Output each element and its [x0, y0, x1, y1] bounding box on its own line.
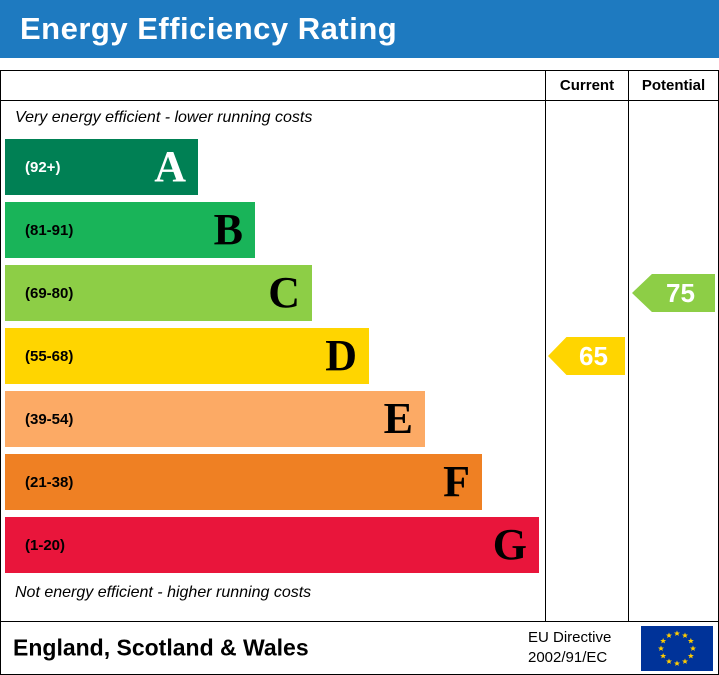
potential-column-header: Potential: [641, 77, 706, 94]
band-range-label: (92+): [25, 158, 61, 176]
eu-flag-icon: [641, 626, 713, 671]
current-rating-value: 65: [579, 340, 608, 371]
band-bar-d: (55-68) D: [5, 328, 369, 384]
band-range-label: (69-80): [25, 284, 74, 302]
band-bar-b: (81-91) B: [5, 202, 255, 258]
current-rating-pointer: 65: [548, 337, 625, 375]
band-range-label: (55-68): [25, 347, 74, 365]
chart-header-row: Current Potential: [1, 71, 718, 101]
eu-directive-label: EU Directive 2002/91/EC: [528, 628, 611, 669]
band-letter: B: [213, 205, 243, 254]
eu-directive-line1: EU Directive: [528, 628, 612, 646]
rating-bands: (92+) A (81-91) B (69-80) C (55-68) D (3…: [5, 139, 539, 580]
energy-rating-chart: Current Potential Very energy efficient …: [0, 70, 719, 675]
band-bar-g: (1-20) G: [5, 517, 539, 573]
band-range-label: (1-20): [25, 536, 66, 554]
band-bar-c: (69-80) C: [5, 265, 312, 321]
band-range-label: (81-91): [25, 221, 74, 239]
band-letter: A: [154, 142, 186, 191]
current-column-header: Current: [559, 77, 615, 94]
potential-rating-pointer: 75: [632, 274, 715, 312]
band-letter: D: [325, 331, 357, 380]
band-bar-a: (92+) A: [5, 139, 198, 195]
potential-column-divider: [628, 71, 629, 621]
current-column-divider: [545, 71, 546, 621]
band-bar-f: (21-38) F: [5, 454, 482, 510]
title-bar: Energy Efficiency Rating: [0, 0, 719, 58]
band-range-label: (39-54): [25, 410, 74, 428]
bottom-note: Not energy efficient - higher running co…: [15, 584, 312, 601]
band-range-label: (21-38): [25, 473, 74, 491]
top-note: Very energy efficient - lower running co…: [15, 109, 313, 126]
band-letter: E: [383, 394, 413, 443]
band-letter: G: [492, 520, 527, 569]
region-label: England, Scotland & Wales: [13, 634, 309, 661]
band-bar-e: (39-54) E: [5, 391, 425, 447]
page-title: Energy Efficiency Rating: [20, 11, 398, 46]
chart-footer: England, Scotland & Wales EU Directive 2…: [1, 621, 718, 674]
potential-rating-value: 75: [666, 277, 695, 308]
eu-directive-line2: 2002/91/EC: [528, 649, 608, 666]
band-letter: C: [268, 268, 300, 317]
band-letter: F: [443, 457, 470, 506]
